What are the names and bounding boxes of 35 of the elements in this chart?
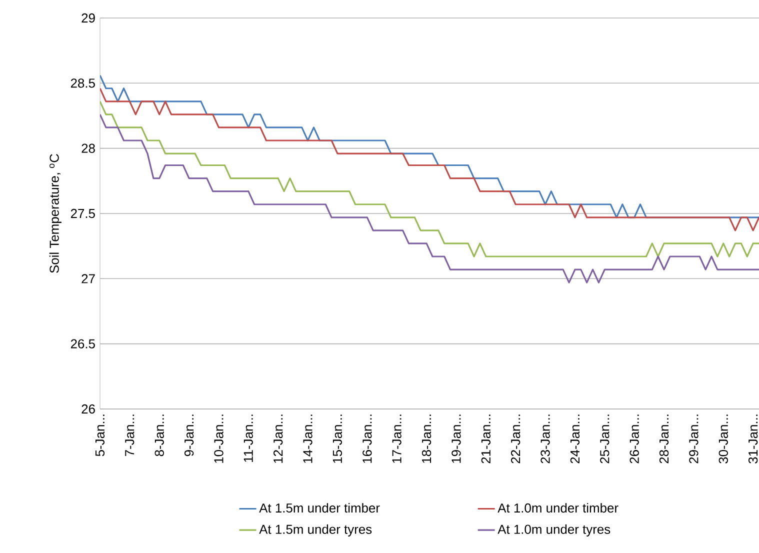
x-tick-label: 8-Jan... xyxy=(154,414,164,456)
y-axis-title: Soil Temperature, $^{o}$C xyxy=(49,154,62,273)
legend-label: At 1.0m under tyres xyxy=(498,524,610,536)
x-tick-label: 24-Jan... xyxy=(570,414,580,464)
x-tick-label: 7-Jan... xyxy=(125,414,134,456)
x-tick-label: 26-Jan... xyxy=(630,414,639,464)
x-tick-label: 29-Jan... xyxy=(689,414,698,464)
y-tick-label: 26.5 xyxy=(70,339,95,348)
x-tick-label: 12-Jan... xyxy=(274,414,283,463)
y-tick-label: 28.5 xyxy=(70,78,95,88)
x-tick-label: 18-Jan... xyxy=(422,414,432,463)
y-tick-label: 28 xyxy=(82,144,95,153)
y-tick-label: 29 xyxy=(82,13,95,23)
x-tick-label: 9-Jan... xyxy=(184,414,194,456)
x-tick-label: 22-Jan... xyxy=(511,414,520,464)
x-tick-label: 17-Jan... xyxy=(392,414,402,463)
x-tick-label: 11-Jan... xyxy=(244,414,253,462)
legend-label: At 1.0m under timber xyxy=(498,503,618,513)
y-tick-label: 27.5 xyxy=(70,208,95,218)
x-tick-label: 28-Jan... xyxy=(659,414,669,464)
x-tick-label: 31-Jan... xyxy=(748,414,758,464)
x-tick-label: 25-Jan... xyxy=(600,414,610,464)
x-tick-label: 23-Jan... xyxy=(540,414,550,464)
y-tick-label: 26 xyxy=(82,404,95,414)
legend-label: At 1.5m under tyres xyxy=(259,524,372,536)
x-tick-label: 21-Jan... xyxy=(481,414,490,464)
y-tick-label: 27 xyxy=(82,274,95,284)
x-tick-label: 14-Jan... xyxy=(303,414,312,463)
legend-label: At 1.5m under timber xyxy=(259,503,380,513)
x-tick-label: 15-Jan... xyxy=(332,414,342,463)
x-tick-label: 30-Jan... xyxy=(718,414,728,464)
x-tick-label: 19-Jan... xyxy=(452,414,461,463)
x-tick-label: 16-Jan... xyxy=(362,414,372,463)
x-tick-label: 10-Jan... xyxy=(214,414,224,463)
x-tick-label: 5-Jan... xyxy=(95,414,105,456)
